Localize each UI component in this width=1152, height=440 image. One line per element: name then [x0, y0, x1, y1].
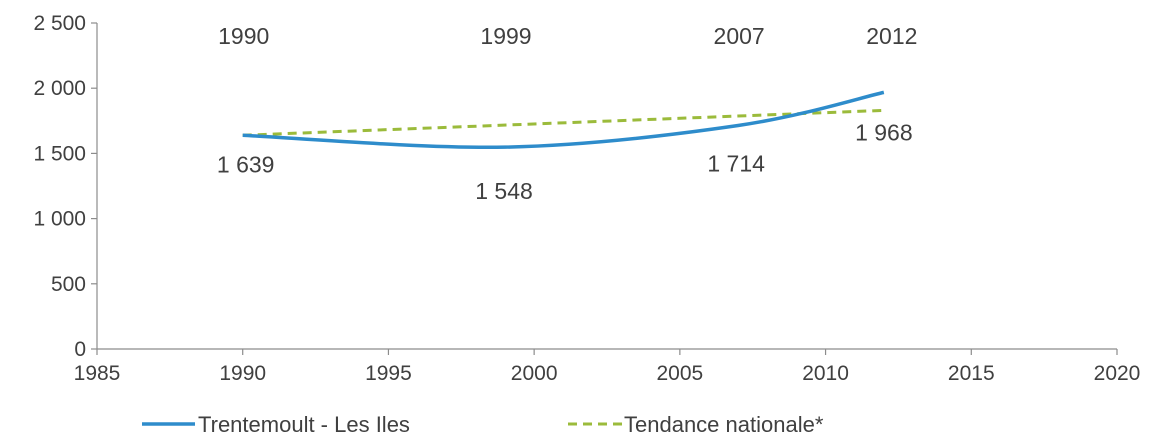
x-tick-label: 2010 [802, 362, 849, 385]
y-tick-label: 2 500 [33, 12, 86, 35]
series-layer [242, 90, 885, 150]
legend-label: Trentemoult - Les Iles [198, 412, 410, 437]
y-tick-label: 0 [74, 338, 86, 361]
legend: Trentemoult - Les Iles Tendance nationale… [142, 412, 824, 437]
year-annotation: 1990 [218, 23, 269, 49]
x-tick-label: 1985 [74, 362, 121, 385]
x-tick-label: 2000 [511, 362, 558, 385]
x-tick-label: 2005 [656, 362, 703, 385]
y-tick-label: 2 000 [33, 77, 86, 100]
value-label: 1 714 [707, 150, 765, 176]
x-axis-ticks: 1985 1990 1995 2000 2005 2010 2015 2020 [74, 349, 1141, 385]
value-label: 1 639 [217, 151, 275, 177]
year-annotation: 2012 [866, 23, 917, 49]
year-annotations: 1990 1999 2007 2012 [218, 23, 917, 49]
x-tick-label: 2015 [948, 362, 995, 385]
x-tick-label: 1990 [219, 362, 266, 385]
y-tick-label: 1 000 [33, 208, 86, 231]
series-line-tendance-nationale [242, 108, 884, 137]
y-tick-label: 1 500 [33, 142, 86, 165]
x-tick-label: 2020 [1094, 362, 1141, 385]
series-line-trentemoult [242, 90, 885, 150]
value-labels: 1 639 1 548 1 714 1 968 [217, 119, 913, 204]
year-annotation: 2007 [714, 23, 765, 49]
y-axis-ticks: 0 500 1 000 1 500 2 000 2 500 [33, 12, 97, 361]
y-tick-label: 500 [51, 273, 86, 296]
x-tick-label: 1995 [365, 362, 412, 385]
value-label: 1 968 [855, 119, 913, 145]
year-annotation: 1999 [480, 23, 531, 49]
legend-label: Tendance nationale* [624, 412, 824, 437]
axes [96, 23, 1117, 350]
value-label: 1 548 [475, 178, 533, 204]
